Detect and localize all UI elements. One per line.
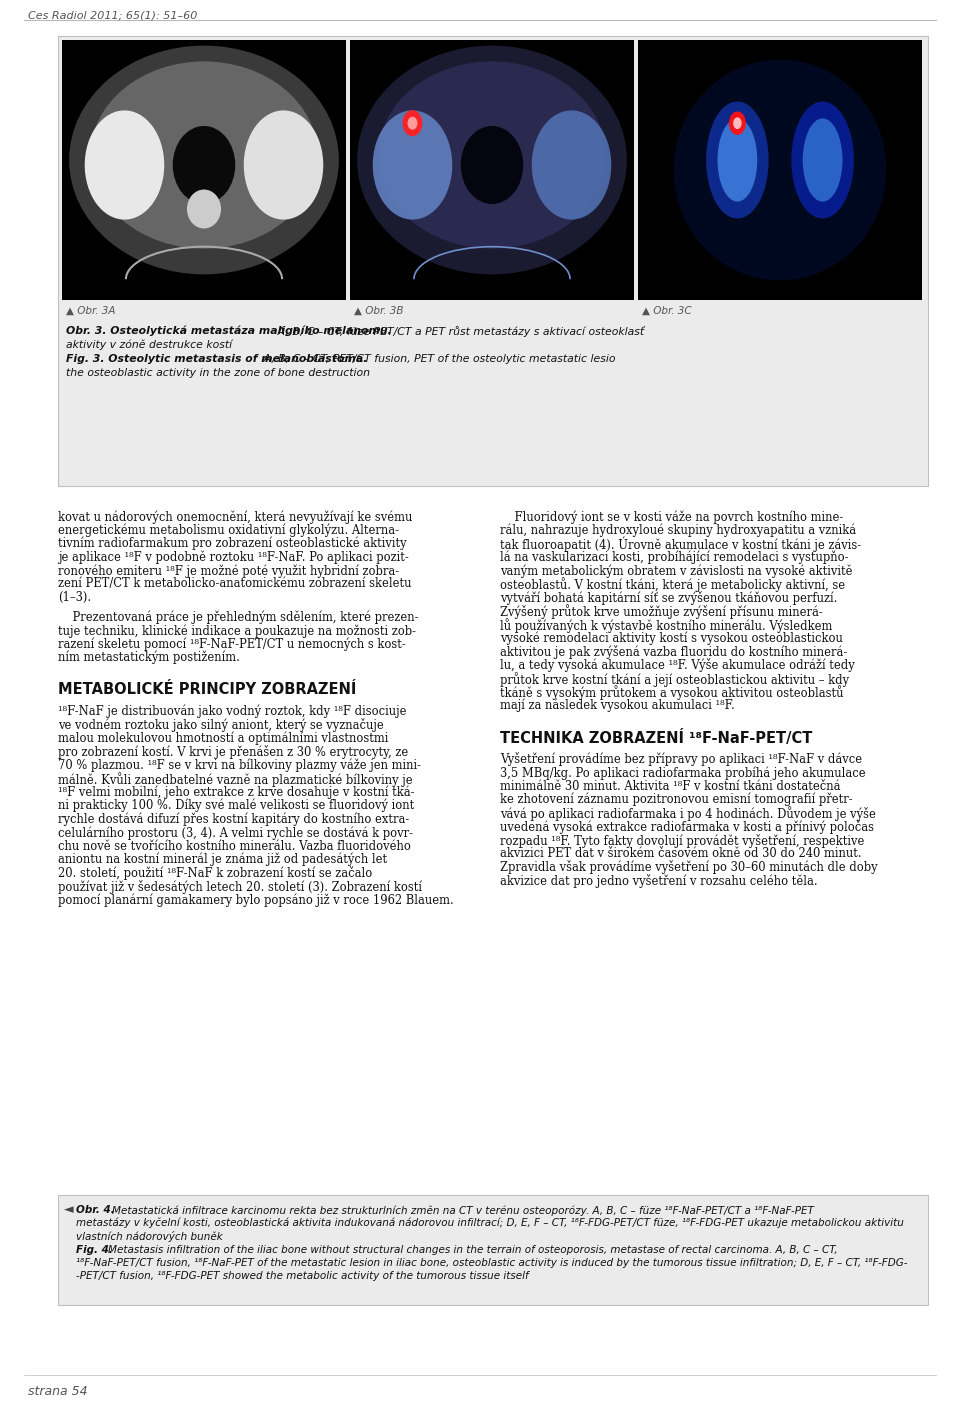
Text: Fig. 3. Osteolytic metastasis of melanoblastoma.: Fig. 3. Osteolytic metastasis of melanob… [66, 355, 368, 364]
Text: ◄: ◄ [64, 1203, 74, 1216]
Text: uvedená vysoká extrakce radiofarmaka v kosti a přínivý poločas: uvedená vysoká extrakce radiofarmaka v k… [500, 820, 874, 834]
FancyBboxPatch shape [62, 39, 346, 300]
Text: -PET/CT fusion, ¹⁸F-FDG-PET showed the metabolic activity of the tumorous tissue: -PET/CT fusion, ¹⁸F-FDG-PET showed the m… [76, 1271, 529, 1280]
Text: ve vodném roztoku jako silný aniont, který se vyznačuje: ve vodném roztoku jako silný aniont, kte… [58, 718, 384, 732]
Text: tuje techniku, klinické indikace a poukazuje na možnosti zob-: tuje techniku, klinické indikace a pouka… [58, 623, 416, 637]
Text: akvizice dat pro jedno vyšetření v rozsahu celého těla.: akvizice dat pro jedno vyšetření v rozsa… [500, 874, 818, 888]
Ellipse shape [84, 110, 164, 219]
Text: METABOLICKÉ PRINCIPY ZOBRAZENÍ: METABOLICKÉ PRINCIPY ZOBRAZENÍ [58, 682, 356, 698]
Text: Obr. 3. Osteolytická metastáza maligního melanomu.: Obr. 3. Osteolytická metastáza maligního… [66, 326, 392, 336]
Text: malou molekulovou hmotností a optimálními vlastnostmi: malou molekulovou hmotností a optimálním… [58, 732, 389, 744]
Text: vlastních nádorových buněk: vlastních nádorových buněk [76, 1231, 223, 1242]
Ellipse shape [402, 110, 422, 136]
Text: minimálně 30 minut. Aktivita ¹⁸F v kostní tkáni dostatečná: minimálně 30 minut. Aktivita ¹⁸F v kostn… [500, 779, 841, 792]
Ellipse shape [378, 62, 606, 249]
Text: ▲ Obr. 3A: ▲ Obr. 3A [66, 305, 115, 317]
Ellipse shape [674, 59, 886, 280]
Text: Zpravidla však provádíme vyšetření po 30–60 minutách dle doby: Zpravidla však provádíme vyšetření po 30… [500, 861, 877, 875]
Text: ni prakticky 100 %. Díky své malé velikosti se fluoridový iont: ni prakticky 100 %. Díky své malé veliko… [58, 799, 415, 812]
Ellipse shape [532, 110, 612, 219]
Text: TECHNIKA ZOBRAZENÍ ¹⁸F-NaF-PET/CT: TECHNIKA ZOBRAZENÍ ¹⁸F-NaF-PET/CT [500, 730, 812, 747]
Text: pomocí planární gamakamery bylo popsáno již v roce 1962 Blauem.: pomocí planární gamakamery bylo popsáno … [58, 893, 454, 908]
Text: 20. století, použití ¹⁸F-NaF k zobrazení kostí se začalo: 20. století, použití ¹⁸F-NaF k zobrazení… [58, 867, 372, 881]
Text: Fluoridový iont se v kosti váže na povrch kostního mine-: Fluoridový iont se v kosti váže na povrc… [500, 509, 843, 523]
Text: 70 % plazmou. ¹⁸F se v krvi na bílkoviny plazmy váže jen mini-: 70 % plazmou. ¹⁸F se v krvi na bílkoviny… [58, 758, 421, 772]
Text: aniontu na kostní minerál je známa již od padesátých let: aniontu na kostní minerál je známa již o… [58, 853, 387, 867]
Text: tkáně s vysokým průtokem a vysokou aktivitou osteoblastů: tkáně s vysokým průtokem a vysokou aktiv… [500, 685, 844, 701]
Text: vysoké remodelaci aktivity kostí s vysokou osteoblastickou: vysoké remodelaci aktivity kostí s vysok… [500, 632, 843, 644]
Text: metastázy v kyčelní kosti, osteoblastická aktivita indukovaná nádorovou infiltra: metastázy v kyčelní kosti, osteoblastick… [76, 1218, 904, 1228]
Text: ▲ Obr. 3C: ▲ Obr. 3C [642, 305, 691, 317]
Text: kovat u nádorových onemocnění, která nevyužívají ke svému: kovat u nádorových onemocnění, která nev… [58, 509, 413, 523]
Ellipse shape [69, 45, 339, 274]
Text: chu nově se tvořícího kostního minerálu. Vazba fluoridového: chu nově se tvořícího kostního minerálu.… [58, 840, 411, 853]
Text: vytváří bohatá kapitární síť se zvýšenou tkáňovou perfuzí.: vytváří bohatá kapitární síť se zvýšenou… [500, 591, 837, 605]
Text: vaným metabolickým obratem v závislosti na vysoké aktivitě: vaným metabolickým obratem v závislosti … [500, 564, 852, 577]
Text: tak fluoroapatit (4). Úrovně akumulace v kostní tkáni je závis-: tak fluoroapatit (4). Úrovně akumulace v… [500, 537, 861, 553]
Text: Ces Radiol 2011; 65(1): 51–60: Ces Radiol 2011; 65(1): 51–60 [28, 10, 198, 20]
Text: je aplikace ¹⁸F v podobně roztoku ¹⁸F-NaF. Po aplikaci pozit-: je aplikace ¹⁸F v podobně roztoku ¹⁸F-Na… [58, 550, 409, 564]
Ellipse shape [791, 101, 853, 218]
FancyBboxPatch shape [350, 39, 634, 300]
Text: aktivity v zóně destrukce kostí: aktivity v zóně destrukce kostí [66, 340, 232, 350]
Ellipse shape [803, 118, 843, 201]
Text: (1–3).: (1–3). [58, 591, 91, 604]
Ellipse shape [187, 190, 221, 228]
Text: osteoblastů. V kostní tkáni, která je metabolicky aktivní, se: osteoblastů. V kostní tkáni, která je me… [500, 577, 845, 592]
Text: málně. Kvůli zanedbatelné vazně na plazmatické bílkoviny je: málně. Kvůli zanedbatelné vazně na plazm… [58, 772, 413, 787]
Text: ▲ Obr. 3B: ▲ Obr. 3B [354, 305, 403, 317]
Text: ¹⁸F-NaF je distribuován jako vodný roztok, kdy ¹⁸F disociuje: ¹⁸F-NaF je distribuován jako vodný rozto… [58, 705, 406, 718]
Text: vává po aplikaci radiofarmaka i po 4 hodinách. Důvodem je výše: vává po aplikaci radiofarmaka i po 4 hod… [500, 806, 876, 822]
Text: aktivitou je pak zvýšená vazba fluoridu do kostního minerá-: aktivitou je pak zvýšená vazba fluoridu … [500, 644, 848, 658]
Text: Metastatická infiltrace karcinomu rekta bez strukturlních změn na CT v terénu os: Metastatická infiltrace karcinomu rekta … [112, 1204, 814, 1216]
Text: rozpadu ¹⁸F. Tyto fakty dovolují provádět vyšetření, respektive: rozpadu ¹⁸F. Tyto fakty dovolují provádě… [500, 833, 864, 847]
Ellipse shape [372, 110, 452, 219]
Ellipse shape [733, 117, 742, 129]
Text: 3,5 MBq/kg. Po aplikaci radiofarmaka probíhá jeho akumulace: 3,5 MBq/kg. Po aplikaci radiofarmaka pro… [500, 765, 866, 779]
Text: ke zhotovení záznamu pozitronovou emisní tomografií přetr-: ke zhotovení záznamu pozitronovou emisní… [500, 794, 852, 806]
Text: mají za následek vysokou akumulaci ¹⁸F.: mají za následek vysokou akumulaci ¹⁸F. [500, 699, 734, 712]
Ellipse shape [729, 111, 746, 135]
FancyBboxPatch shape [638, 39, 922, 300]
Text: Vyšetření provádíme bez přípravy po aplikaci ¹⁸F-NaF v dávce: Vyšetření provádíme bez přípravy po apli… [500, 753, 862, 767]
Text: ¹⁸F-NaF-PET/CT fusion, ¹⁸F-NaF-PET of the metastatic lesion in iliac bone, osteo: ¹⁸F-NaF-PET/CT fusion, ¹⁸F-NaF-PET of th… [76, 1258, 907, 1268]
Text: A, B, C – CT, füze PET/CT a PET růst metastázy s aktivací osteoklasť: A, B, C – CT, füze PET/CT a PET růst met… [274, 326, 647, 336]
Text: strana 54: strana 54 [28, 1384, 87, 1399]
Text: energetickému metabolismu oxidativní glykolýzu. Alterna-: energetickému metabolismu oxidativní gly… [58, 523, 399, 537]
Text: zení PET/CT k metabolicko-anatomickému zobrazení skeletu: zení PET/CT k metabolicko-anatomickému z… [58, 577, 412, 591]
Text: Obr. 4.: Obr. 4. [76, 1204, 115, 1216]
Text: Fig. 4.: Fig. 4. [76, 1245, 113, 1255]
Text: průtok krve kostní tkání a její osteoblastickou aktivitu – kdy: průtok krve kostní tkání a její osteobla… [500, 673, 850, 687]
Text: celulárního prostoru (3, 4). A velmi rychle se dostává k povr-: celulárního prostoru (3, 4). A velmi ryc… [58, 826, 413, 840]
Text: rychle dostává difuzí přes kostní kapitáry do kostního extra-: rychle dostává difuzí přes kostní kapitá… [58, 812, 409, 826]
Ellipse shape [90, 62, 318, 249]
Text: lá na vaskularizaci kosti, probíhájící remodelaci s vystupňo-: lá na vaskularizaci kosti, probíhájící r… [500, 550, 849, 564]
Ellipse shape [244, 110, 324, 219]
Text: ronového emiteru ¹⁸F je možné poté využit hybridní zobra-: ronového emiteru ¹⁸F je možné poté využi… [58, 564, 399, 577]
Ellipse shape [707, 101, 769, 218]
Ellipse shape [173, 127, 235, 204]
Text: ¹⁸F velmi mobilní, jeho extrakce z krve dosahuje v kostní tká-: ¹⁸F velmi mobilní, jeho extrakce z krve … [58, 785, 415, 799]
Text: akvizici PET dat v širokém časovém okně od 30 do 240 minut.: akvizici PET dat v širokém časovém okně … [500, 847, 862, 860]
Text: tivním radiofarmakum pro zobrazení osteoblastické aktivity: tivním radiofarmakum pro zobrazení osteo… [58, 537, 407, 550]
Text: pro zobrazení kostí. V krvi je přenášen z 30 % erytrocyty, ze: pro zobrazení kostí. V krvi je přenášen … [58, 744, 408, 758]
Ellipse shape [461, 127, 523, 204]
Text: ním metastatickým postižením.: ním metastatickým postižením. [58, 651, 240, 664]
Text: lu, a tedy vysoká akumulace ¹⁸F. Výše akumulace odráží tedy: lu, a tedy vysoká akumulace ¹⁸F. Výše ak… [500, 658, 854, 673]
Text: Prezentovaná práce je přehledným sdělením, které prezen-: Prezentovaná práce je přehledným sdělení… [58, 611, 419, 623]
Ellipse shape [407, 117, 418, 129]
Ellipse shape [717, 118, 757, 201]
Ellipse shape [357, 45, 627, 274]
FancyBboxPatch shape [58, 1195, 928, 1306]
Text: používat již v šedesátých letech 20. století (3). Zobrazení kostí: používat již v šedesátých letech 20. sto… [58, 879, 422, 893]
Text: Metastasis infiltration of the iliac bone without structural changes in the terr: Metastasis infiltration of the iliac bon… [108, 1245, 838, 1255]
Text: A, B, C – CT, PET/CT fusion, PET of the osteolytic metastatic lesio: A, B, C – CT, PET/CT fusion, PET of the … [260, 355, 616, 364]
Text: lů používaných k výstavbě kostního minerálu. Výsledkem: lů používaných k výstavbě kostního miner… [500, 618, 832, 633]
Text: rálu, nahrazuje hydroxyloué skupiny hydroxyapatitu a vzniká: rálu, nahrazuje hydroxyloué skupiny hydr… [500, 523, 856, 537]
Text: razení skeletu pomocí ¹⁸F-NaF-PET/CT u nemocných s kost-: razení skeletu pomocí ¹⁸F-NaF-PET/CT u n… [58, 637, 406, 651]
Text: Zvýšený průtok krve umožňuje zvýšení přísunu minerá-: Zvýšený průtok krve umožňuje zvýšení pří… [500, 605, 823, 619]
Text: the osteoblastic activity in the zone of bone destruction: the osteoblastic activity in the zone of… [66, 369, 370, 378]
FancyBboxPatch shape [58, 37, 928, 485]
